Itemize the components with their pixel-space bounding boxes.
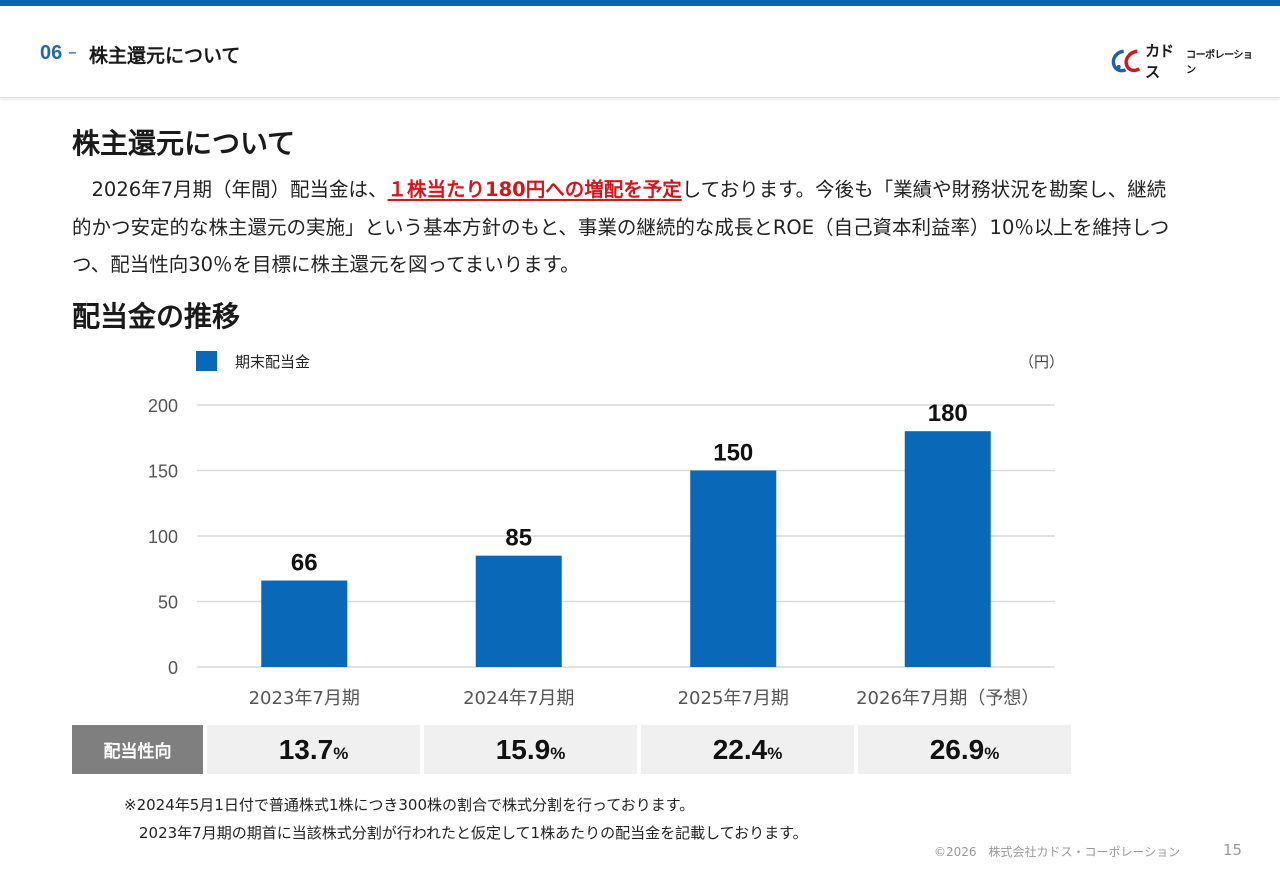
policy-paragraph: 2026年7月期（年間）配当金は、１株当たり180円への増配を予定しております。… xyxy=(72,171,1182,284)
ratio-unit: % xyxy=(333,743,349,763)
top-accent-bar xyxy=(0,0,1280,6)
chart-heading: 配当金の推移 xyxy=(72,300,241,333)
y-tick-label: 50 xyxy=(158,593,178,613)
payout-ratio-cell: 22.4% xyxy=(641,725,854,774)
ratio-value: 26.9 xyxy=(929,733,985,765)
y-tick-label: 150 xyxy=(148,462,178,482)
logo-text-sub: コーポレーション xyxy=(1186,50,1253,76)
x-tick-label: 2026年7月期（予想） xyxy=(856,688,1039,709)
logo-text-main: カドス xyxy=(1145,42,1174,81)
ratio-value: 15.9 xyxy=(495,733,551,765)
y-tick-label: 200 xyxy=(148,396,178,416)
ratio-unit: % xyxy=(984,743,1000,763)
logo-mark-icon xyxy=(1111,49,1141,73)
slide-header: 06 – 株主還元について カドス コーポレーション xyxy=(0,6,1280,98)
payout-ratio-cell: 13.7% xyxy=(207,725,420,774)
x-tick-label: 2025年7月期 xyxy=(678,688,789,709)
footnote-split: ※2024年5月1日付で普通株式1株につき300株の割合で株式分割を行っておりま… xyxy=(124,796,695,814)
payout-ratio-label: 配当性向 xyxy=(72,725,203,774)
bar-value-label: 180 xyxy=(928,400,968,427)
bar xyxy=(690,470,777,667)
paragraph-rest: しております。今後も「業績や財務状況を勘案し、継続的かつ安定的な株主還元の実施」… xyxy=(72,178,1170,276)
bar xyxy=(261,580,348,667)
page-number: 15 xyxy=(1223,841,1243,859)
payout-ratio-cell: 15.9% xyxy=(424,725,637,774)
bar xyxy=(904,431,991,667)
paragraph-lead: 2026年7月期（年間）配当金は、 xyxy=(72,178,388,201)
bar xyxy=(475,555,562,667)
y-tick-label: 100 xyxy=(148,527,178,547)
footnote-assumption: 2023年7月期の期首に当該株式分割が行われたと仮定して1株あたりの配当金を記載… xyxy=(124,824,808,842)
section-title: 株主還元について xyxy=(89,45,241,67)
ratio-unit: % xyxy=(550,743,566,763)
bar-value-label: 150 xyxy=(713,440,753,467)
bar-value-label: 85 xyxy=(505,525,532,552)
x-tick-label: 2024年7月期 xyxy=(463,688,574,709)
ratio-value: 22.4 xyxy=(712,733,768,765)
legend-label: 期末配当金 xyxy=(235,353,311,371)
payout-ratio-row: 配当性向 13.7% 15.9% 22.4% 26.9% xyxy=(72,725,1071,774)
legend-swatch xyxy=(196,351,217,371)
ratio-value: 13.7 xyxy=(278,733,334,765)
unit-label: （円） xyxy=(1019,353,1065,371)
section-number: 06 xyxy=(40,42,63,64)
dividend-bar-chart: 0 50 100 150 200 66 2023年7月期 85 2024年7月期 150 2025年… xyxy=(148,396,1055,709)
y-tick-label: 0 xyxy=(168,658,178,678)
payout-ratio-cell: 26.9% xyxy=(858,725,1071,774)
section-dash: – xyxy=(68,42,77,63)
page-heading: 株主還元について xyxy=(72,127,296,160)
dividend-highlight: １株当たり180円への増配を予定 xyxy=(387,178,682,201)
x-tick-label: 2023年7月期 xyxy=(249,688,360,709)
footer-copyright: ©2026 株式会社カドス・コーポレーション xyxy=(934,845,1181,859)
company-logo: カドス コーポレーション xyxy=(1110,42,1260,81)
bar-value-label: 66 xyxy=(291,550,318,577)
ratio-unit: % xyxy=(767,743,783,763)
